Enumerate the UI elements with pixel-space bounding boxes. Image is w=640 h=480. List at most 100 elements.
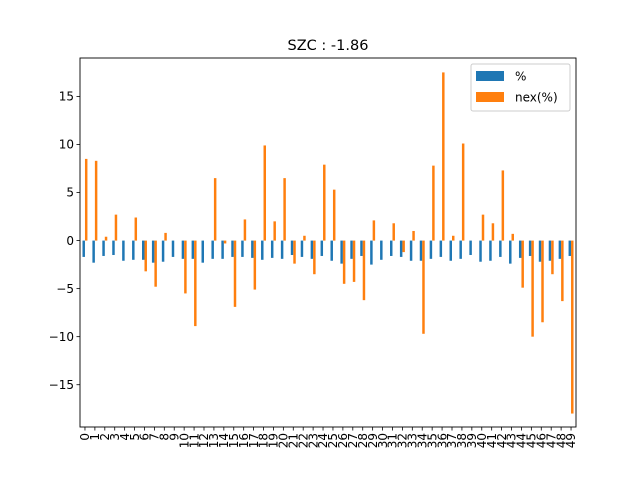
- bar-percent-35: [429, 240, 433, 259]
- bar-percent-49: [568, 240, 572, 256]
- x-tick-label: 42: [495, 433, 509, 448]
- bar-percent-45: [528, 240, 532, 256]
- x-tick-label: 35: [425, 433, 439, 448]
- x-tick-label: 47: [544, 433, 558, 448]
- bar-percent-19: [270, 240, 274, 258]
- bar-nex-34: [422, 240, 425, 334]
- bar-percent-16: [241, 240, 244, 257]
- bar-percent-41: [489, 240, 492, 261]
- bar-percent-11: [191, 240, 195, 259]
- bar-percent-32: [399, 240, 403, 257]
- bar-nex-1: [94, 160, 98, 241]
- bar-nex-21: [293, 240, 296, 264]
- bar-percent-4: [122, 240, 125, 261]
- x-tick-label: 20: [277, 433, 291, 448]
- x-tick-label: 49: [564, 433, 578, 448]
- x-tick-label: 28: [356, 433, 370, 448]
- x-tick-label: 24: [316, 433, 330, 448]
- bar-nex-13: [213, 178, 217, 241]
- x-tick-label: 7: [148, 433, 162, 441]
- bar-percent-8: [161, 240, 165, 262]
- x-tick-label: 45: [525, 433, 539, 448]
- x-tick-label: 16: [237, 433, 251, 448]
- bar-percent-37: [449, 240, 452, 261]
- x-tick-label: 36: [435, 433, 449, 448]
- x-tick-label: 40: [475, 433, 489, 448]
- bar-percent-10: [181, 240, 185, 259]
- x-tick-label: 38: [455, 433, 469, 448]
- y-tick-label: 0: [66, 234, 74, 248]
- bar-nex-19: [273, 221, 276, 241]
- x-tick-label: 22: [296, 433, 310, 448]
- x-tick-label: 26: [336, 433, 350, 448]
- x-tick-label: 46: [534, 433, 548, 448]
- bar-nex-0: [84, 158, 88, 241]
- bar-percent-21: [290, 240, 294, 255]
- bar-nex-7: [154, 240, 157, 287]
- bar-nex-27: [352, 240, 356, 282]
- bar-nex-25: [332, 189, 336, 241]
- bar-percent-46: [538, 240, 542, 262]
- chart-title: SZC : -1.86: [288, 38, 369, 54]
- bar-nex-16: [243, 219, 247, 241]
- bar-percent-44: [518, 240, 522, 258]
- bar-percent-12: [201, 240, 204, 263]
- bar-nex-35: [432, 165, 435, 241]
- bar-nex-5: [134, 217, 138, 241]
- x-tick-label: 34: [415, 433, 429, 448]
- bar-percent-24: [320, 240, 324, 256]
- x-tick-label: 6: [138, 433, 152, 441]
- bar-nex-43: [511, 233, 514, 241]
- bar-nex-3: [114, 214, 118, 241]
- bar-percent-30: [380, 240, 383, 260]
- bar-percent-20: [280, 240, 284, 259]
- x-tick-label: 29: [366, 433, 380, 448]
- bar-nex-28: [362, 240, 366, 301]
- x-tick-label: 1: [88, 433, 102, 441]
- bar-percent-7: [151, 240, 155, 263]
- bar-percent-2: [102, 240, 105, 256]
- bar-percent-42: [499, 240, 502, 257]
- bar-nex-22: [303, 235, 306, 241]
- x-tick-label: 41: [485, 433, 499, 448]
- x-tick-label: 15: [227, 433, 241, 448]
- x-tick-label: 5: [128, 433, 142, 441]
- bar-nex-38: [461, 143, 465, 241]
- bar-nex-37: [452, 235, 455, 241]
- y-tick-label: 15: [59, 90, 74, 104]
- y-axis: −15 −10 −5 0 5 10 15: [49, 90, 80, 392]
- x-tick-label: 13: [207, 433, 221, 448]
- bar-nex-40: [481, 214, 485, 241]
- bar-nex-11: [194, 240, 197, 327]
- bar-nex-47: [551, 240, 554, 275]
- bar-nex-33: [412, 230, 415, 241]
- x-tick-label: 3: [108, 433, 122, 441]
- bar-nex-6: [144, 240, 147, 272]
- y-tick-label: 10: [59, 138, 74, 152]
- x-tick-label: 44: [515, 433, 529, 448]
- y-tick-label: −15: [49, 378, 74, 392]
- x-tick-label: 12: [197, 433, 211, 448]
- bar-nex-46: [541, 240, 544, 323]
- legend-label-nex: nex(%): [515, 91, 558, 105]
- bar-nex-18: [263, 145, 266, 241]
- bar-nex-42: [501, 170, 505, 241]
- x-tick-label: 17: [247, 433, 261, 448]
- bar-nex-49: [571, 240, 574, 414]
- bar-nex-26: [342, 240, 346, 284]
- y-tick-label: 5: [66, 186, 74, 200]
- bar-percent-27: [350, 240, 353, 259]
- bar-percent-34: [419, 240, 423, 261]
- bar-percent-29: [370, 240, 373, 265]
- bar-percent-28: [360, 240, 363, 256]
- bar-percent-26: [340, 240, 343, 264]
- bar-percent-0: [82, 240, 85, 257]
- x-tick-label: 23: [306, 433, 320, 448]
- bar-percent-3: [112, 240, 115, 255]
- bar-percent-47: [548, 240, 552, 261]
- x-tick-label: 10: [177, 433, 191, 448]
- x-tick-label: 4: [118, 433, 132, 441]
- x-tick-label: 18: [257, 433, 271, 448]
- bar-percent-23: [310, 240, 314, 259]
- bar-percent-18: [261, 240, 264, 260]
